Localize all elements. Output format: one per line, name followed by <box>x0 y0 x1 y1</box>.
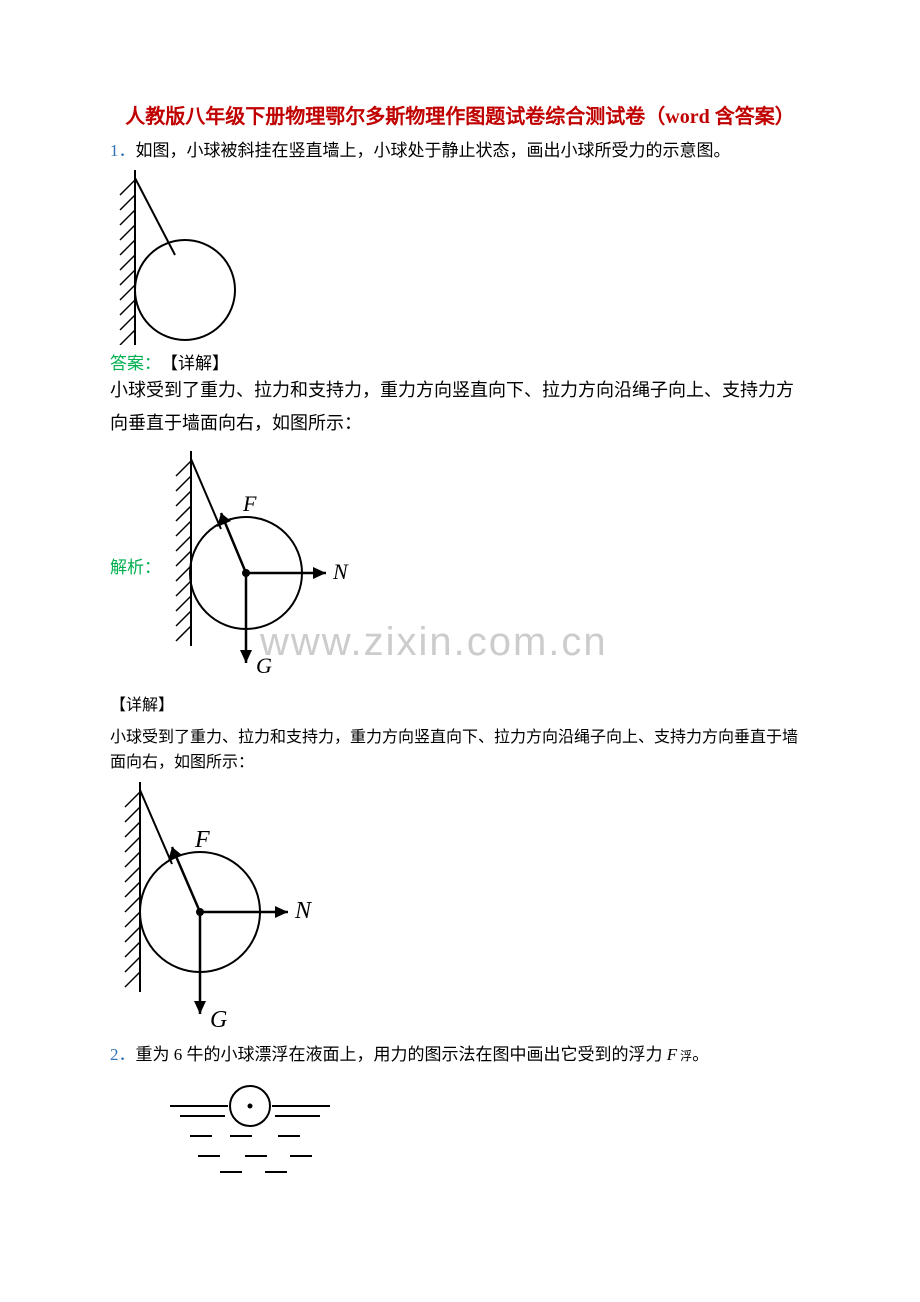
diagram-q1-answer-2: F N G <box>110 782 810 1037</box>
question-2-text-d: 。 <box>692 1045 709 1064</box>
explain-row: 解析： F <box>110 447 810 685</box>
question-2-number: 2． <box>110 1045 136 1064</box>
question-1: 1．如图，小球被斜挂在竖直墙上，小球处于静止状态，画出小球所受力的示意图。 <box>110 137 810 164</box>
detail-tag-2: 【详解】 <box>110 693 810 719</box>
label-N: N <box>332 559 349 584</box>
explain-label: 解析： <box>110 553 161 578</box>
question-1-text: 如图，小球被斜挂在竖直墙上，小球处于静止状态，画出小球所受力的示意图。 <box>136 141 731 160</box>
diagram-q1-original <box>110 170 810 345</box>
document-title: 人教版八年级下册物理鄂尔多斯物理作图题试卷综合测试卷（word 含答案） <box>110 100 810 129</box>
diagram-q1-answer-1: F N G <box>161 451 391 681</box>
label-F-2: F <box>194 827 210 853</box>
question-2: 2．重为 6 牛的小球漂浮在液面上，用力的图示法在图中画出它受到的浮力 F 浮。 <box>110 1041 810 1068</box>
label-F: F <box>242 491 257 516</box>
detail-tag-1: 【详解】 <box>161 354 229 373</box>
label-G-2: G <box>210 1007 227 1033</box>
explanation-large: 小球受到了重力、拉力和支持力，重力方向竖直向下、拉力方向沿绳子向上、支持力方向垂… <box>110 374 810 439</box>
answer-label: 答案： <box>110 349 161 374</box>
label-N-2: N <box>294 898 313 924</box>
question-2-text-b: F <box>667 1045 677 1064</box>
question-2-text-a: 重为 6 牛的小球漂浮在液面上，用力的图示法在图中画出它受到的浮力 <box>136 1045 667 1064</box>
diagram-q2 <box>150 1074 810 1184</box>
answer-row: 答案：【详解】 <box>110 349 810 374</box>
label-G: G <box>256 653 272 678</box>
question-1-number: 1． <box>110 141 136 160</box>
explanation-small: 小球受到了重力、拉力和支持力，重力方向竖直向下、拉力方向沿绳子向上、支持力方向垂… <box>110 725 810 776</box>
question-2-text-c: 浮 <box>677 1049 692 1063</box>
